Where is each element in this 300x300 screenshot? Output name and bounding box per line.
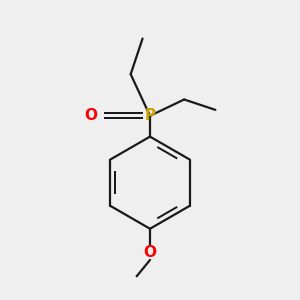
Text: O: O bbox=[143, 245, 157, 260]
Text: O: O bbox=[84, 108, 97, 123]
Text: P: P bbox=[144, 108, 156, 123]
